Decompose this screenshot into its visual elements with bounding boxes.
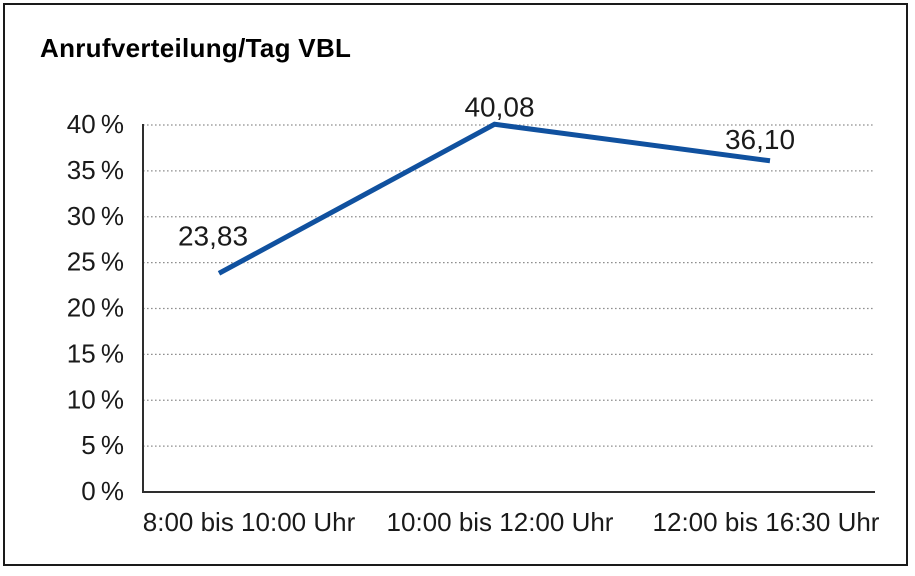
y-tick-label: 15 % [67,338,124,368]
gridlines [143,124,875,447]
chart-title: Anrufverteilung/Tag VBL [40,33,352,63]
y-tick-label: 40 % [67,109,124,139]
x-category-label: 10:00 bis 12:00 Uhr [387,507,614,537]
x-category-label: 12:00 bis 16:30 Uhr [653,507,880,537]
data-line [217,121,771,276]
x-category-label: 8:00 bis 10:00 Uhr [143,507,356,537]
y-tick-label: 25 % [67,247,124,277]
y-tick-label: 5 % [81,430,124,460]
y-tick-label: 30 % [67,201,124,231]
y-axis-labels: 0 % 5 % 10 % 15 % 20 % 25 % 30 % 35 % 40 % [67,109,124,506]
data-labels: 23,83 40,08 36,10 [178,91,795,251]
y-tick-label: 35 % [67,155,124,185]
data-point-label: 36,10 [725,124,795,155]
y-tick-label: 20 % [67,293,124,323]
data-point-label: 23,83 [178,220,248,251]
y-tick-label: 0 % [81,476,124,506]
y-tick-label: 10 % [67,384,124,414]
data-point-label: 40,08 [464,91,534,122]
chart-border [3,3,908,566]
x-axis-labels: 8:00 bis 10:00 Uhr 10:00 bis 12:00 Uhr 12:… [143,507,880,537]
